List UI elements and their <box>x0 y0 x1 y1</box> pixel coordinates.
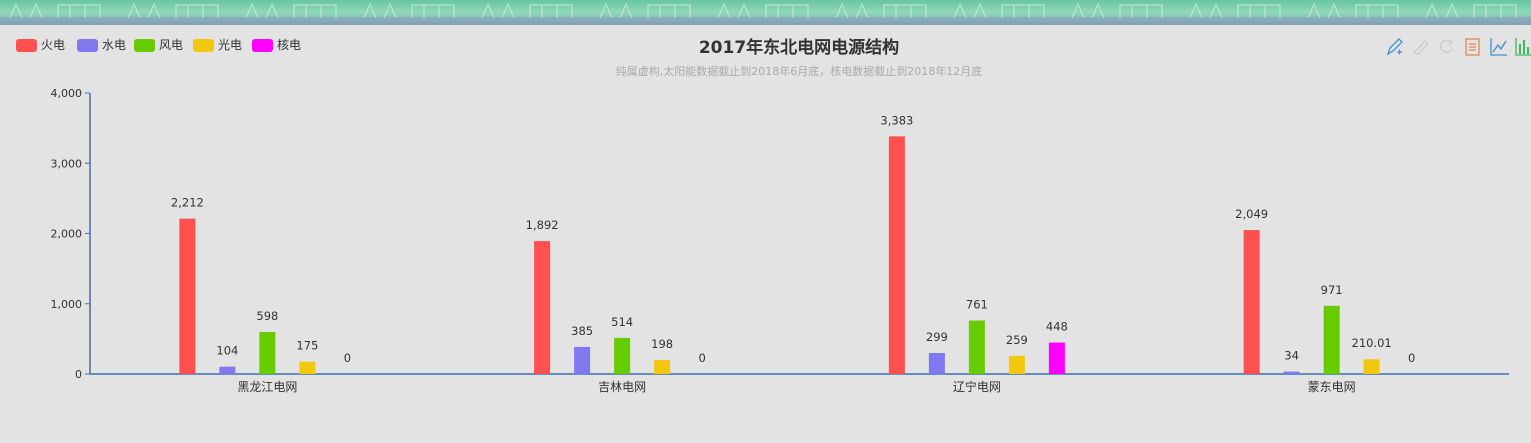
bar-2-3[interactable] <box>1323 305 1340 374</box>
data-label: 971 <box>1321 283 1343 297</box>
y-tick-label: 3,000 <box>51 157 83 170</box>
x-tick-label: 黑龙江电网 <box>237 380 297 394</box>
edit-pen-icon[interactable] <box>1386 38 1403 56</box>
data-label: 259 <box>1006 333 1028 347</box>
refresh-icon[interactable] <box>1440 39 1454 53</box>
data-label: 34 <box>1284 349 1299 363</box>
data-label: 0 <box>698 351 705 365</box>
legend-label: 火电 <box>41 38 65 52</box>
legend-item-3[interactable]: 光电 <box>193 38 242 52</box>
bar-chart: 火电 水电 风电 光电 核电 2017年东北电网电源结构 纯属虚构,太阳能数据截止到20… <box>16 37 1531 394</box>
bar-1-2[interactable] <box>928 352 945 374</box>
legend-swatch <box>134 39 155 52</box>
bar-1-1[interactable] <box>574 346 591 374</box>
data-label: 0 <box>1408 351 1415 365</box>
bars <box>179 136 1380 374</box>
data-label: 385 <box>571 324 593 338</box>
x-axis: 黑龙江电网 吉林电网 辽宁电网 蒙东电网 <box>90 373 1509 394</box>
toolbox <box>1386 38 1531 56</box>
bar-3-2[interactable] <box>1008 355 1025 374</box>
bar-2-1[interactable] <box>614 337 631 374</box>
legend-item-0[interactable]: 火电 <box>16 38 65 52</box>
y-tick-label: 2,000 <box>51 228 83 241</box>
chart-title: 2017年东北电网电源结构 <box>699 37 899 58</box>
y-axis: 0 1,000 2,000 3,000 4,000 <box>51 87 91 381</box>
data-view-icon[interactable] <box>1465 38 1480 56</box>
legend: 火电 水电 风电 光电 核电 <box>16 38 301 52</box>
legend-swatch <box>16 39 37 52</box>
data-label: 104 <box>216 344 238 358</box>
data-label: 761 <box>966 298 988 312</box>
data-label: 3,383 <box>880 113 913 127</box>
x-tick-label: 蒙东电网 <box>1308 380 1356 394</box>
bar-1-0[interactable] <box>219 366 236 374</box>
data-labels: 2,212 104 598 175 0 1,892 385 514 198 0 3,383 299 76… <box>171 113 1415 365</box>
legend-swatch <box>252 39 273 52</box>
eraser-icon[interactable] <box>1412 40 1429 55</box>
line-chart-icon[interactable] <box>1490 38 1507 56</box>
legend-label: 核电 <box>277 38 301 52</box>
data-label: 198 <box>651 337 673 351</box>
bar-0-1[interactable] <box>534 241 551 374</box>
data-label: 598 <box>256 309 278 323</box>
bar-chart-icon[interactable] <box>1515 38 1531 56</box>
legend-label: 光电 <box>218 38 242 52</box>
data-label: 514 <box>611 315 633 329</box>
data-label: 175 <box>296 339 318 353</box>
legend-swatch <box>77 39 98 52</box>
chart-subtitle: 纯属虚构,太阳能数据截止到2018年6月底，核电数据截止到2018年12月底 <box>616 64 982 78</box>
y-tick-label: 1,000 <box>51 298 83 311</box>
bar-0-3[interactable] <box>1243 230 1260 374</box>
data-label: 210.01 <box>1352 336 1392 350</box>
legend-swatch <box>193 39 214 52</box>
bar-0-2[interactable] <box>888 136 905 374</box>
top-banner <box>0 0 1531 25</box>
bar-2-0[interactable] <box>259 331 276 374</box>
data-label: 448 <box>1046 320 1068 334</box>
data-label: 299 <box>926 330 948 344</box>
bar-3-3[interactable] <box>1363 359 1380 374</box>
bar-1-3[interactable] <box>1283 371 1300 374</box>
data-label: 2,212 <box>171 196 204 210</box>
x-tick-label: 吉林电网 <box>598 380 646 394</box>
legend-label: 风电 <box>159 38 183 52</box>
bar-2-2[interactable] <box>968 320 985 374</box>
legend-item-1[interactable]: 水电 <box>77 38 126 52</box>
data-label: 2,049 <box>1235 207 1268 221</box>
data-label: 1,892 <box>526 218 559 232</box>
legend-label: 水电 <box>102 38 126 52</box>
bar-4-2[interactable] <box>1048 342 1065 374</box>
bar-0-0[interactable] <box>179 218 196 374</box>
legend-item-2[interactable]: 风电 <box>134 38 183 52</box>
x-tick-label: 辽宁电网 <box>953 379 1001 394</box>
y-tick-label: 4,000 <box>51 87 83 100</box>
bar-3-0[interactable] <box>299 361 316 374</box>
bar-3-1[interactable] <box>654 360 671 374</box>
legend-item-4[interactable]: 核电 <box>252 38 301 52</box>
y-tick-label: 0 <box>75 368 82 381</box>
data-label: 0 <box>344 351 351 365</box>
